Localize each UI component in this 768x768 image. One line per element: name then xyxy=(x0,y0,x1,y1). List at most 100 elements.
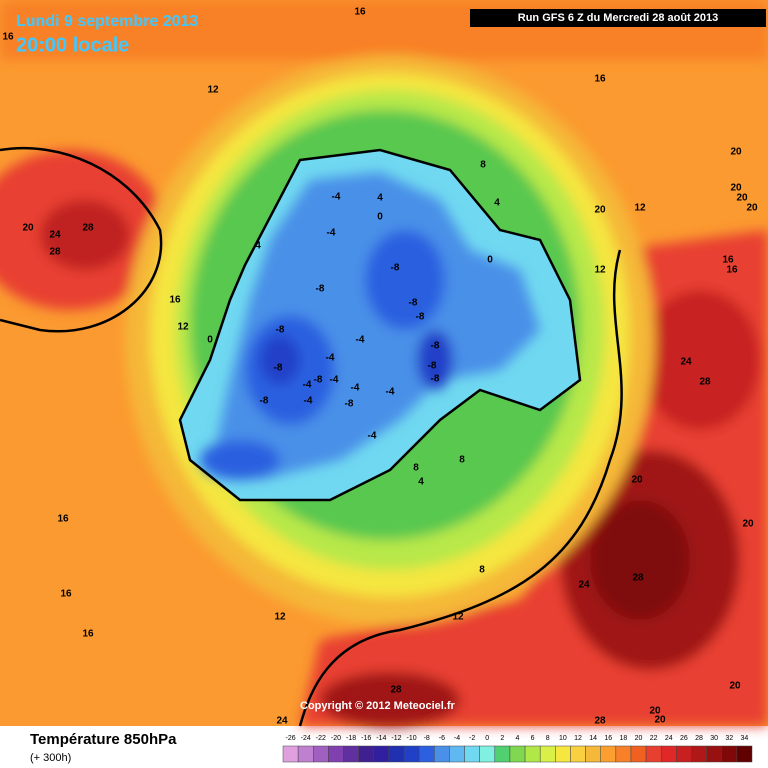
contour-label: 16 xyxy=(57,514,69,525)
contour-label: -4 xyxy=(330,375,339,386)
contour-label: -8 xyxy=(431,374,440,385)
colorbar-label: 26 xyxy=(680,735,688,742)
contour-label: 8 xyxy=(459,455,465,466)
contour-label: 16 xyxy=(82,629,94,640)
contour-label: -8 xyxy=(428,361,437,372)
colorbar-label: -22 xyxy=(316,735,326,742)
colorbar-label: -20 xyxy=(331,735,341,742)
colorbar-cell xyxy=(600,745,617,763)
contour-label: -8 xyxy=(391,263,400,274)
contour-label: -4 xyxy=(327,228,336,239)
contour-label: -4 xyxy=(326,353,335,364)
contour-label: 8 xyxy=(480,160,486,171)
colorbar-cell xyxy=(630,745,647,763)
colorbar-cell xyxy=(479,745,496,763)
colorbar-label: -6 xyxy=(439,735,445,742)
colorbar-label: 14 xyxy=(589,735,597,742)
colorbar-cell xyxy=(585,745,601,763)
colorbar-cell xyxy=(660,745,677,763)
contour-label: 0 xyxy=(487,255,493,266)
contour-label: 20 xyxy=(649,706,661,717)
colorbar-cell xyxy=(721,745,738,763)
contour-label: 16 xyxy=(354,7,366,18)
colorbar-label: -4 xyxy=(454,735,460,742)
cold-core xyxy=(200,172,540,480)
contour-label: 28 xyxy=(594,716,606,727)
run-box xyxy=(470,9,766,27)
contour-label: 28 xyxy=(49,247,61,258)
date: Lundi 9 septembre 2013 xyxy=(16,13,198,30)
twenty-contour xyxy=(298,249,623,727)
colorbar-label: 18 xyxy=(620,735,628,742)
copyright: Copyright © 2012 Meteociel.fr xyxy=(300,700,456,712)
colorbar-cell xyxy=(494,745,511,763)
contour-label: 4 xyxy=(494,198,500,209)
colorbar-cell xyxy=(328,745,344,763)
colorbar-label: 28 xyxy=(695,735,703,742)
contour-label: 28 xyxy=(390,685,402,696)
colorbar-label: -12 xyxy=(391,735,401,742)
contour-label: -4 xyxy=(332,192,341,203)
colorbar-label: -18 xyxy=(346,735,356,742)
colorbar-cell xyxy=(343,745,359,763)
contour-label: 12 xyxy=(207,85,219,96)
colorbar-cell xyxy=(313,745,329,763)
time: 20:00 locale xyxy=(16,34,129,56)
contour-label: 16 xyxy=(60,589,72,600)
contour-label: 8 xyxy=(479,565,485,576)
contour-label: 20 xyxy=(736,193,748,204)
colorbar-label: -16 xyxy=(361,735,371,742)
contour-label: -8 xyxy=(316,284,325,295)
contour-label: -4 xyxy=(386,387,395,398)
colorbar-cell xyxy=(403,745,420,763)
colorbar-cell xyxy=(418,745,435,763)
colorbar-label: 16 xyxy=(604,735,612,742)
colorbar: -26 -24 -22 -20 -18 -16 -14 -12 -10 -8 -6 -4 -2 0 2 4 6 8… xyxy=(282,735,753,763)
colorbar-label: 2 xyxy=(500,735,504,742)
contour-label: 16 xyxy=(722,255,734,266)
contour-label: 12 xyxy=(634,203,646,214)
colorbar-label: 20 xyxy=(635,735,643,742)
colorbar-cell xyxy=(555,745,571,763)
colorbar-label: -10 xyxy=(407,735,417,742)
contour-label: -4 xyxy=(368,431,377,442)
contour-label: -4 xyxy=(304,396,313,407)
colorbar-label: -26 xyxy=(286,735,296,742)
twenty-contour xyxy=(0,146,163,333)
colorbar-cell xyxy=(449,745,465,763)
colorbar-cell xyxy=(645,745,662,763)
run-info: Run GFS 6 Z du Mercredi 28 août 2013 xyxy=(518,12,719,24)
contour-label: 20 xyxy=(730,147,742,158)
footer-title: Température 850hPa xyxy=(30,731,177,748)
contour-label: -4 xyxy=(303,380,312,391)
contour-label: 12 xyxy=(177,322,189,333)
colorbar-label: -14 xyxy=(376,735,386,742)
colorbar-cell xyxy=(736,745,753,763)
contour-label: 20 xyxy=(654,715,666,726)
contour-label: 16 xyxy=(594,74,606,85)
colorbar-cell xyxy=(373,745,390,763)
contour-label: -8 xyxy=(345,399,354,410)
contour-label: 20 xyxy=(746,203,758,214)
contour-label: 4 xyxy=(418,477,424,488)
contour-label: 12 xyxy=(594,265,606,276)
zero-contour xyxy=(178,148,582,502)
contour-label: 16 xyxy=(2,32,14,43)
contour-label: 20 xyxy=(594,205,606,216)
colorbar-cell xyxy=(282,745,299,763)
colorbar-label: 30 xyxy=(710,735,718,742)
contour-label: 24 xyxy=(578,580,590,591)
contour-label: -8 xyxy=(274,363,283,374)
contour-label: 8 xyxy=(413,463,419,474)
colorbar-label: 4 xyxy=(516,735,520,742)
contour-label: 24 xyxy=(276,716,288,727)
contour-label: -8 xyxy=(260,396,269,407)
contour-label: 24 xyxy=(680,357,692,368)
contour-label: 12 xyxy=(274,612,286,623)
footer-subtitle: (+ 300h) xyxy=(30,752,71,764)
contour-label: 24 xyxy=(49,230,61,241)
contour-label: 20 xyxy=(22,223,34,234)
colorbar-cell xyxy=(615,745,632,763)
colorbar-cell xyxy=(691,745,707,763)
